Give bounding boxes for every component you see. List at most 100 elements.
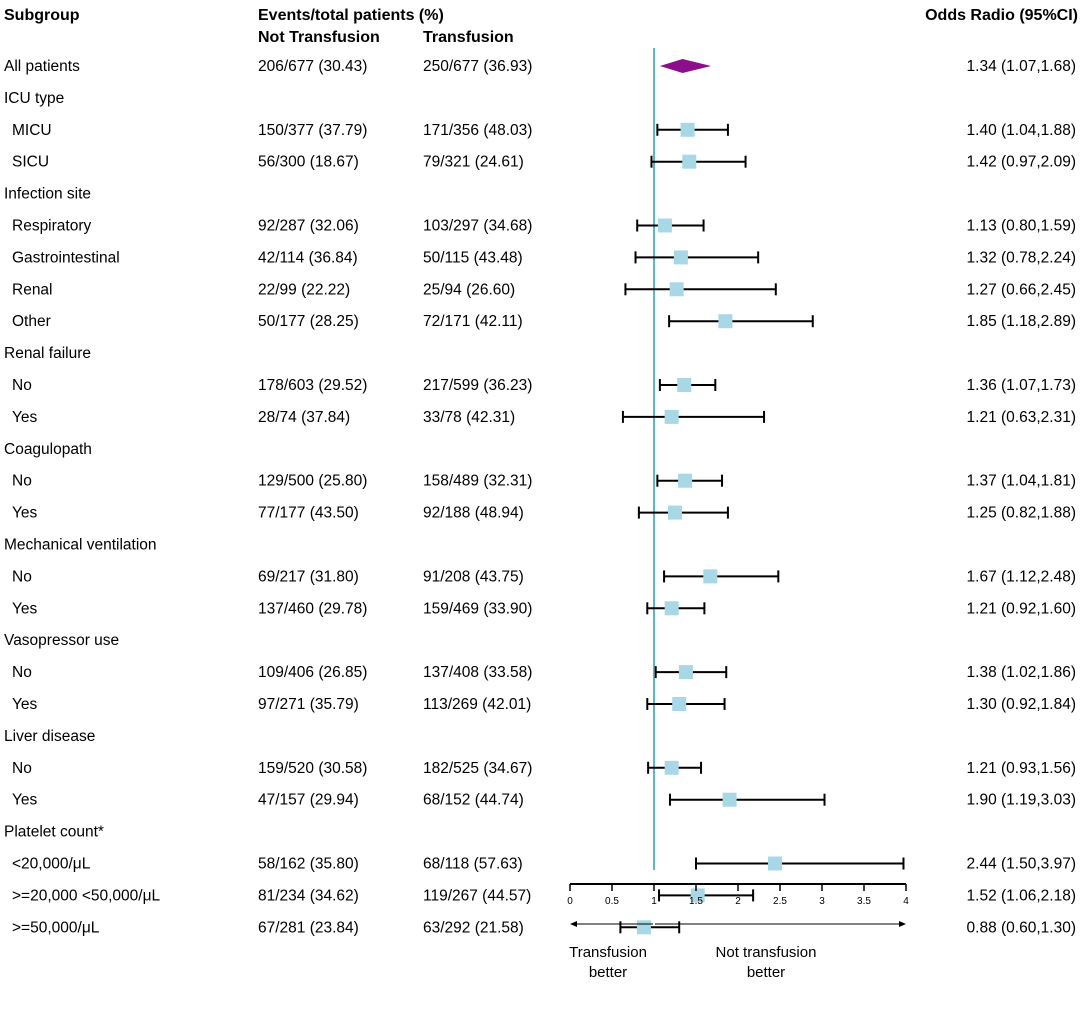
point-estimate — [669, 282, 684, 297]
row-label: No — [12, 664, 32, 681]
point-estimate — [673, 250, 688, 265]
row-label: MICU — [12, 122, 52, 139]
transfusion-value: 113/269 (42.01) — [423, 696, 531, 713]
header-not-transfusion: Not Transfusion — [258, 29, 380, 46]
point-estimate — [682, 154, 697, 169]
x-tick-label: 0 — [567, 896, 573, 907]
row-label: Yes — [12, 600, 38, 617]
not-transfusion-value: 50/177 (28.25) — [258, 313, 359, 330]
odds-ratio-value: 1.25 (0.82,1.88) — [967, 505, 1076, 522]
point-estimate — [678, 473, 693, 488]
transfusion-value: 68/152 (44.74) — [423, 792, 524, 809]
not-transfusion-value: 69/217 (31.80) — [258, 568, 359, 585]
odds-ratio-value: 1.36 (1.07,1.73) — [967, 377, 1076, 394]
group-label: Vasopressor use — [4, 632, 119, 649]
row-label: Respiratory — [12, 218, 91, 235]
group-label: ICU type — [4, 90, 64, 107]
group-label: Platelet count* — [4, 824, 104, 841]
row-label: Yes — [12, 409, 38, 426]
odds-ratio-value: 1.21 (0.63,2.31) — [967, 409, 1076, 426]
transfusion-value: 171/356 (48.03) — [423, 122, 532, 139]
not-transfusion-value: 137/460 (29.78) — [258, 600, 367, 617]
transfusion-value: 250/677 (36.93) — [423, 58, 532, 75]
point-estimate — [703, 569, 718, 584]
right-arrow-head — [899, 921, 906, 927]
not-transfusion-value: 28/74 (37.84) — [258, 409, 350, 426]
odds-ratio-value: 0.88 (0.60,1.30) — [967, 919, 1076, 936]
row-label: No — [12, 568, 32, 585]
transfusion-value: 33/78 (42.31) — [423, 409, 515, 426]
not-transfusion-value: 150/377 (37.79) — [258, 122, 367, 139]
row-label: No — [12, 473, 32, 490]
odds-ratio-value: 1.27 (0.66,2.45) — [967, 281, 1076, 298]
x-tick-label: 2 — [735, 896, 741, 907]
header-transfusion: Transfusion — [423, 29, 514, 46]
point-estimate — [767, 856, 782, 871]
row-label: All patients — [4, 58, 80, 75]
not-transfusion-value: 42/114 (36.84) — [258, 249, 358, 266]
transfusion-value: 50/115 (43.48) — [423, 249, 523, 266]
group-label: Liver disease — [4, 728, 95, 745]
odds-ratio-value: 1.21 (0.93,1.56) — [967, 760, 1076, 777]
not-transfusion-value: 56/300 (18.67) — [258, 154, 359, 171]
transfusion-value: 79/321 (24.61) — [423, 154, 524, 171]
row-label: >=20,000 <50,000/μL — [12, 887, 161, 904]
not-transfusion-value: 129/500 (25.80) — [258, 473, 367, 490]
row-label: >=50,000/μL — [12, 919, 100, 936]
rows-layer: All patients 206/677 (30.43) 250/677 (36.9… — [4, 48, 1076, 936]
point-estimate — [664, 409, 679, 424]
x-tick-label: 3 — [819, 896, 825, 907]
x-tick-label: 3.5 — [857, 896, 871, 907]
transfusion-value: 119/267 (44.57) — [423, 887, 531, 904]
row-label: No — [12, 377, 32, 394]
transfusion-value: 72/171 (42.11) — [423, 313, 523, 330]
not-transfusion-value: 159/520 (30.58) — [258, 760, 367, 777]
odds-ratio-value: 1.32 (0.78,2.24) — [967, 249, 1076, 266]
odds-ratio-value: 1.13 (0.80,1.59) — [967, 218, 1076, 235]
odds-ratio-value: 1.52 (1.06,2.18) — [967, 887, 1076, 904]
point-estimate — [668, 505, 682, 520]
transfusion-value: 25/94 (26.60) — [423, 281, 515, 298]
x-tick-label: 4 — [903, 896, 909, 907]
row-label: <20,000/μL — [12, 856, 91, 873]
not-transfusion-value: 97/271 (35.79) — [258, 696, 359, 713]
row-label: SICU — [12, 154, 49, 171]
transfusion-value: 103/297 (34.68) — [423, 218, 532, 235]
point-estimate — [680, 122, 695, 137]
x-axis: 0 0.5 1 1.5 2 2.5 3 3.5 4 Transfusion better Not tr… — [567, 883, 909, 981]
not-transfusion-value: 109/406 (26.85) — [258, 664, 367, 681]
right-direction-label: Not transfusion — [716, 944, 817, 961]
not-transfusion-value: 206/677 (30.43) — [258, 58, 367, 75]
not-transfusion-value: 67/281 (23.84) — [258, 919, 359, 936]
not-transfusion-value: 92/287 (32.06) — [258, 218, 359, 235]
row-label: Yes — [12, 696, 38, 713]
transfusion-value: 91/208 (43.75) — [423, 568, 524, 585]
x-tick-label: 0.5 — [605, 896, 619, 907]
point-estimate — [636, 920, 651, 935]
row-label: Gastrointestinal — [12, 249, 120, 266]
row-label: Yes — [12, 505, 38, 522]
transfusion-value: 92/188 (48.94) — [423, 505, 524, 522]
odds-ratio-value: 1.37 (1.04,1.81) — [967, 473, 1076, 490]
transfusion-value: 68/118 (57.63) — [423, 856, 523, 873]
odds-ratio-value: 1.30 (0.92,1.84) — [967, 696, 1076, 713]
x-tick-label: 2.5 — [773, 896, 787, 907]
odds-ratio-value: 1.34 (1.07,1.68) — [967, 58, 1076, 75]
point-estimate — [678, 665, 693, 680]
point-estimate — [677, 378, 692, 392]
header-subgroup: Subgroup — [4, 7, 80, 24]
point-estimate — [718, 314, 733, 329]
not-transfusion-value: 47/157 (29.94) — [258, 792, 359, 809]
overall-diamond — [659, 59, 712, 73]
row-label: Other — [12, 313, 51, 330]
point-estimate — [664, 760, 679, 775]
group-label: Renal failure — [4, 345, 91, 362]
odds-ratio-value: 1.42 (0.97,2.09) — [967, 154, 1076, 171]
odds-ratio-value: 1.90 (1.19,3.03) — [967, 792, 1076, 809]
x-tick-label: 1.5 — [689, 896, 703, 907]
left-direction-label: Transfusion — [569, 944, 647, 961]
odds-ratio-value: 1.67 (1.12,2.48) — [967, 568, 1076, 585]
not-transfusion-value: 81/234 (34.62) — [258, 887, 359, 904]
right-direction-label: better — [747, 964, 785, 981]
